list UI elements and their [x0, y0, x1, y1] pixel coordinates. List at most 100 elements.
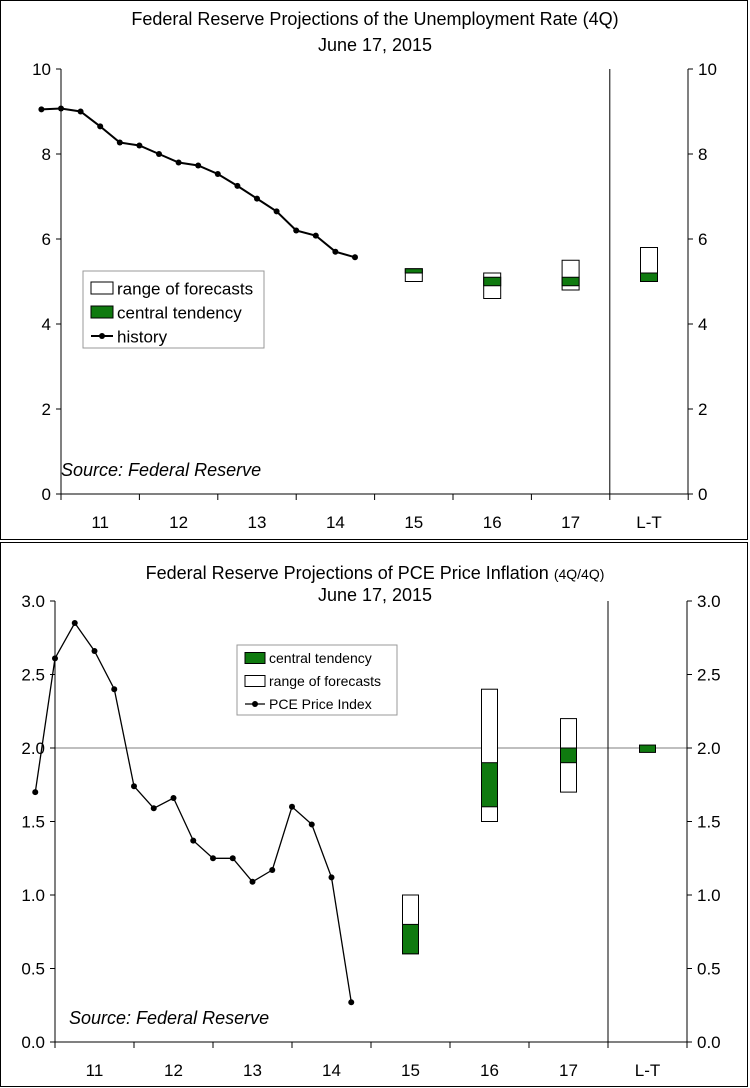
history-point	[136, 142, 143, 149]
x-tick-label: L-T	[636, 513, 662, 532]
y-tick-label-right: 0.0	[697, 1033, 721, 1052]
history-point	[156, 151, 162, 157]
central-tendency-box	[404, 268, 423, 274]
x-tick-label: 12	[164, 1061, 183, 1080]
y-tick-label-right: 0	[698, 485, 707, 504]
legend-swatch-central	[90, 305, 114, 319]
history-point	[111, 686, 118, 693]
x-tick-label: 17	[559, 1061, 578, 1080]
history-point	[97, 123, 104, 130]
history-point	[352, 254, 358, 261]
history-point	[229, 855, 236, 862]
y-tick-label-left: 3.0	[21, 592, 45, 611]
y-tick-label-right: 1.5	[697, 813, 721, 832]
history-point	[52, 655, 58, 662]
y-tick-label-right: 2.0	[697, 739, 721, 758]
y-tick-label-left: 4	[42, 315, 51, 334]
history-point	[273, 208, 280, 215]
history-point	[254, 195, 260, 202]
history-point	[312, 232, 319, 239]
chart-subtitle: June 17, 2015	[318, 35, 432, 55]
history-point	[77, 108, 84, 115]
history-point	[131, 783, 137, 790]
history-point	[32, 789, 39, 796]
history-point	[293, 227, 300, 234]
y-tick-label-right: 0.5	[697, 960, 721, 979]
y-tick-label-right: 6	[698, 230, 707, 249]
history-point	[348, 999, 355, 1006]
y-tick-label-left: 2	[42, 400, 51, 419]
central-tendency-box	[481, 762, 498, 808]
x-tick-label: L-T	[635, 1061, 661, 1080]
history-point	[91, 647, 98, 654]
legend-entry-label: range of forecasts	[269, 673, 381, 689]
y-tick-label-right: 2	[698, 400, 707, 419]
history-point	[175, 159, 182, 166]
y-tick-label-right: 2.5	[697, 666, 721, 685]
y-tick-label-left: 2.0	[21, 739, 45, 758]
y-tick-label-left: 1.5	[21, 813, 45, 832]
history-point	[170, 794, 177, 801]
history-point	[328, 874, 335, 881]
x-tick-label: 14	[322, 1061, 341, 1080]
legend-swatch-range	[244, 675, 266, 687]
y-tick-label-left: 1.0	[21, 886, 45, 905]
y-tick-label-left: 6	[42, 230, 51, 249]
history-point	[269, 867, 276, 874]
central-tendency-box	[402, 923, 419, 955]
chart-title: Federal Reserve Projections of the Unemp…	[131, 9, 618, 29]
chart-title: Federal Reserve Projections of PCE Price…	[146, 563, 605, 583]
x-tick-label: 11	[91, 513, 109, 532]
legend-entry-label: central tendency	[269, 650, 372, 666]
y-tick-label-left: 0.0	[21, 1033, 45, 1052]
history-point	[195, 162, 202, 169]
y-tick-label-right: 3.0	[697, 592, 721, 611]
central-tendency-box	[639, 744, 656, 753]
x-tick-label: 16	[480, 1061, 499, 1080]
central-tendency-box	[560, 747, 577, 764]
central-tendency-box	[483, 276, 502, 287]
x-tick-label: 17	[561, 513, 580, 532]
chart-subtitle: June 17, 2015	[318, 585, 432, 605]
history-point	[190, 837, 197, 844]
y-tick-label-left: 0.5	[21, 960, 45, 979]
central-tendency-box	[561, 276, 580, 287]
y-tick-label-right: 1.0	[697, 886, 721, 905]
history-point	[289, 803, 295, 810]
y-tick-label-left: 0	[42, 485, 51, 504]
history-point	[58, 105, 64, 112]
unemployment-chart: Federal Reserve Projections of the Unemp…	[32, 9, 717, 532]
x-tick-label: 16	[483, 513, 502, 532]
y-tick-label-left: 8	[42, 145, 51, 164]
legend-swatch-dot	[99, 333, 105, 339]
history-point	[116, 139, 123, 146]
history-point	[332, 248, 339, 255]
history-point	[249, 878, 256, 885]
history-point	[308, 821, 315, 828]
history-point	[150, 805, 157, 812]
y-tick-label-right: 4	[698, 315, 707, 334]
legend-entry-label: history	[117, 328, 168, 347]
source-note: Source: Federal Reserve	[69, 1008, 269, 1028]
pce-inflation-chart: Federal Reserve Projections of PCE Price…	[21, 563, 721, 1080]
y-tick-label-left: 2.5	[21, 666, 45, 685]
source-note: Source: Federal Reserve	[61, 460, 261, 480]
y-tick-label-left: 10	[32, 60, 51, 79]
legend-entry-label: range of forecasts	[117, 280, 253, 299]
history-point	[210, 855, 216, 862]
central-tendency-box	[640, 272, 658, 282]
y-tick-label-right: 8	[698, 145, 707, 164]
pce-inflation-chart-panel: Federal Reserve Projections of PCE Price…	[0, 542, 748, 1087]
x-tick-label: 15	[401, 1061, 420, 1080]
y-tick-label-right: 10	[698, 60, 717, 79]
x-tick-label: 11	[86, 1061, 104, 1080]
legend-swatch-dot	[252, 701, 258, 707]
history-point	[234, 182, 241, 189]
x-tick-label: 12	[169, 513, 188, 532]
legend-swatch-central	[244, 652, 266, 664]
history-point	[214, 170, 221, 177]
history-point	[71, 620, 78, 627]
history-point	[38, 106, 45, 113]
x-tick-label: 13	[243, 1061, 262, 1080]
legend-entry-label: central tendency	[117, 304, 242, 323]
